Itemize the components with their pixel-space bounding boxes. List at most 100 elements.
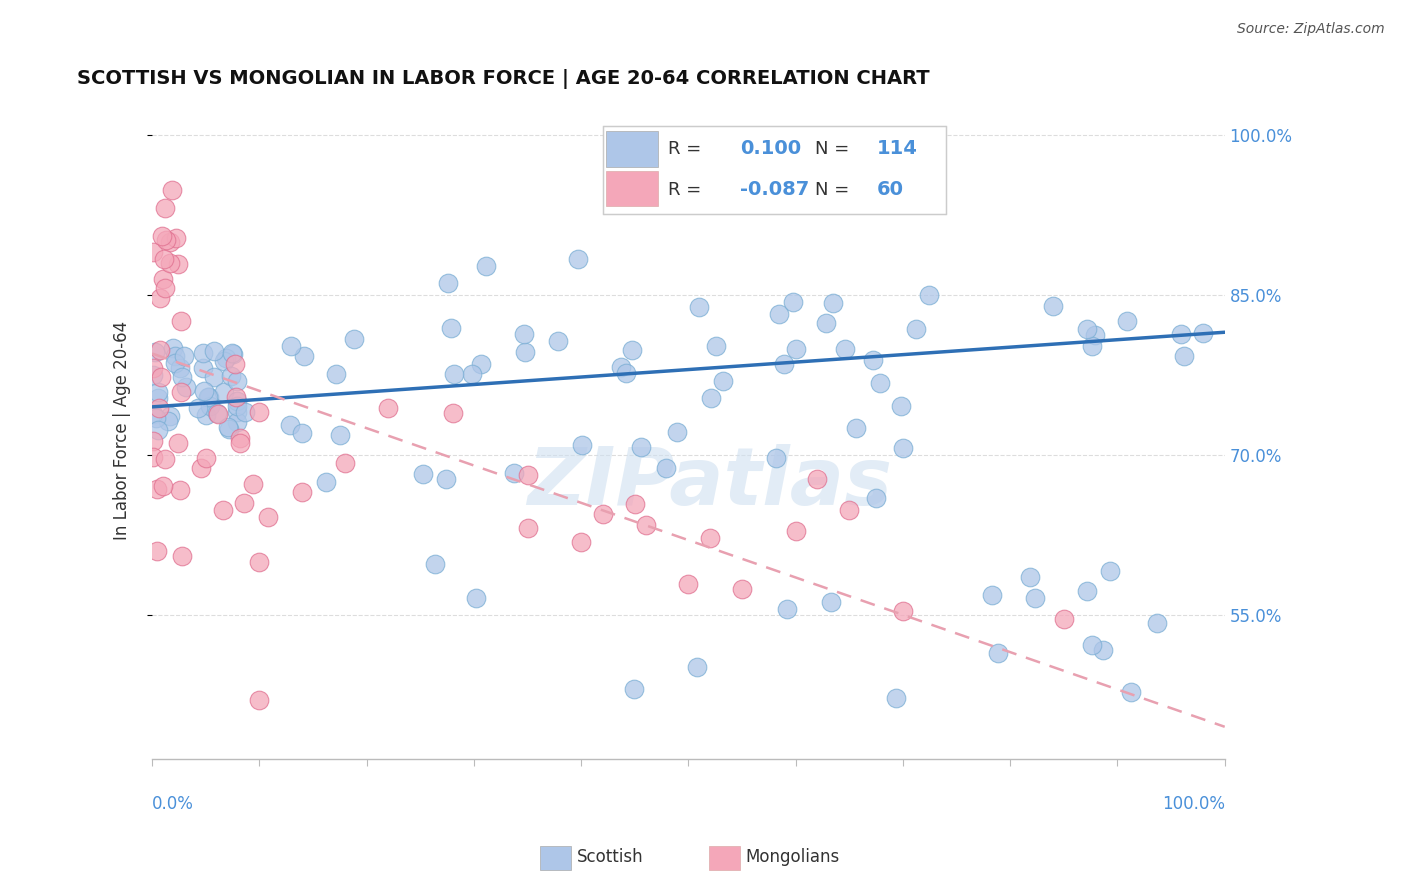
Point xyxy=(205,406,228,420)
Point xyxy=(150,228,173,243)
Point xyxy=(785,524,807,538)
Point xyxy=(146,385,169,400)
Point xyxy=(865,491,887,505)
Point xyxy=(190,461,212,475)
Point xyxy=(1076,322,1098,336)
Point xyxy=(610,360,633,375)
Point xyxy=(869,376,891,390)
Point xyxy=(423,558,446,572)
Point xyxy=(890,399,912,413)
Point xyxy=(623,681,645,696)
Point xyxy=(226,394,249,409)
Point xyxy=(166,257,188,271)
Point xyxy=(1076,584,1098,599)
Point xyxy=(441,406,464,420)
Point xyxy=(461,367,484,381)
Point xyxy=(170,369,193,384)
Point xyxy=(195,408,218,422)
Point xyxy=(474,259,496,273)
Point xyxy=(226,374,249,388)
Point xyxy=(592,508,614,522)
Point xyxy=(174,379,197,393)
Y-axis label: In Labor Force | Age 20-64: In Labor Force | Age 20-64 xyxy=(114,321,131,541)
Point xyxy=(222,347,245,361)
Point xyxy=(768,307,790,321)
Point xyxy=(845,421,868,435)
Point xyxy=(412,467,434,482)
Point xyxy=(1121,685,1143,699)
Point xyxy=(159,235,181,250)
Point xyxy=(202,369,225,384)
Point xyxy=(228,431,250,445)
Point xyxy=(765,451,787,466)
Point xyxy=(149,343,172,358)
Point xyxy=(142,434,165,449)
Point xyxy=(377,401,399,416)
Point xyxy=(280,339,302,353)
Point xyxy=(146,391,169,405)
Point xyxy=(630,440,652,454)
Point xyxy=(148,401,170,415)
Point xyxy=(212,384,235,399)
Point xyxy=(291,485,314,500)
Point xyxy=(440,321,463,335)
Point xyxy=(224,357,246,371)
Point xyxy=(292,349,315,363)
Point xyxy=(516,521,538,535)
Text: SCOTTISH VS MONGOLIAN IN LABOR FORCE | AGE 20-64 CORRELATION CHART: SCOTTISH VS MONGOLIAN IN LABOR FORCE | A… xyxy=(77,69,929,88)
Point xyxy=(503,466,526,480)
Point xyxy=(1084,328,1107,343)
Text: Source: ZipAtlas.com: Source: ZipAtlas.com xyxy=(1237,22,1385,37)
Point xyxy=(291,426,314,441)
Point xyxy=(981,588,1004,602)
Point xyxy=(315,475,337,489)
Point xyxy=(655,460,678,475)
Point xyxy=(212,503,235,517)
Point xyxy=(155,280,177,294)
Point xyxy=(170,549,193,563)
Point xyxy=(202,343,225,358)
Point xyxy=(838,503,860,517)
Point xyxy=(233,495,256,509)
Point xyxy=(193,361,215,376)
Point xyxy=(169,483,191,497)
Point xyxy=(249,693,271,707)
Point xyxy=(814,316,837,330)
Point xyxy=(782,294,804,309)
Point xyxy=(165,230,187,244)
Point xyxy=(1018,570,1040,584)
Point xyxy=(191,345,214,359)
Point xyxy=(666,425,689,439)
Point xyxy=(436,276,458,290)
Point xyxy=(226,415,249,429)
Point xyxy=(159,255,181,269)
Point xyxy=(1116,314,1139,328)
Point xyxy=(150,369,173,384)
Point xyxy=(242,477,264,491)
Point xyxy=(247,554,270,568)
Point xyxy=(686,660,709,674)
Point xyxy=(688,300,710,314)
Point xyxy=(567,252,589,267)
Point xyxy=(823,296,845,310)
Point xyxy=(145,410,167,425)
Point xyxy=(513,326,536,341)
Point xyxy=(225,390,247,404)
Point xyxy=(197,390,219,404)
Text: ZIPatlas: ZIPatlas xyxy=(527,444,893,523)
Point xyxy=(226,399,249,413)
Point xyxy=(329,428,352,442)
Point xyxy=(704,338,727,352)
Point xyxy=(163,349,186,363)
Point xyxy=(218,422,240,436)
Point xyxy=(225,405,247,419)
Point xyxy=(142,450,165,464)
Point xyxy=(343,332,366,346)
Point xyxy=(862,353,884,368)
Text: Scottish: Scottish xyxy=(576,848,643,866)
Point xyxy=(905,322,928,336)
Point xyxy=(464,591,486,606)
Point xyxy=(198,399,221,413)
Point xyxy=(142,407,165,421)
Text: Mongolians: Mongolians xyxy=(745,848,839,866)
